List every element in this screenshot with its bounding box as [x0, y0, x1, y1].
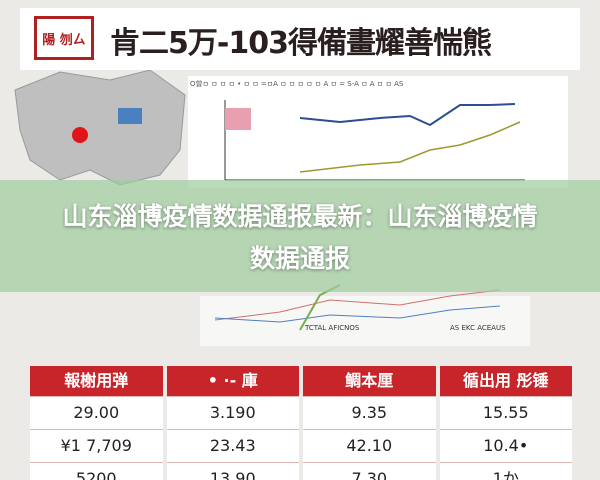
chart-panel — [200, 296, 530, 346]
map — [14, 69, 186, 186]
table-cell: 5200 — [30, 463, 163, 480]
table-cell: 1か — [439, 463, 572, 480]
chart-line — [299, 121, 521, 173]
chart-line — [299, 103, 516, 127]
header: 陽 刎ㄙ 肯二5万-103得備畫耀善惴熊 — [20, 8, 580, 70]
table-cell: 29.00 — [30, 397, 163, 430]
table-cell: 10.4• — [439, 430, 572, 463]
table-row: ¥1 7,709 23.43 42.10 10.4• — [28, 430, 574, 463]
table-cell: 15.55 — [439, 397, 572, 430]
table-cell: 23.43 — [166, 430, 299, 463]
table-header: 報榭用弹 • ·- 庫鲷本厘 循出用 彤锤 — [28, 366, 574, 397]
chart-legend-box — [225, 108, 251, 130]
chart-line — [214, 305, 501, 323]
headline: 山东淄博疫情数据通报最新：山东淄博疫情数据通报 — [62, 202, 538, 273]
map-dot — [72, 127, 88, 143]
chart-legend: O曾ㅁ ㅁ ㅁ ㅁ • ㅁ ㅁ =ㅁA ㅁ ㅁ ㅁ ㅁ ㅁ A ㅁ = S-A … — [190, 79, 404, 88]
header-cell: • ·- 庫 — [166, 366, 299, 397]
table: 報榭用弹 • ·- 庫鲷本厘 循出用 彤锤 29.00 3.190 9.35 15.55 ¥1… — [28, 366, 574, 480]
chart-label: TCTAL AFICNOS — [304, 324, 360, 332]
table-cell: 7.30 — [303, 463, 436, 480]
headline-band — [0, 180, 600, 292]
table-cell: 42.10 — [303, 430, 436, 463]
table-cell: ¥1 7,709 — [30, 430, 163, 463]
chart-line — [214, 289, 501, 321]
header-title: 肯二5万-103得備畫耀善惴熊 — [110, 26, 492, 61]
table-cell: 9.35 — [303, 397, 436, 430]
chart-panel — [188, 76, 568, 188]
table-cell: 3.190 — [166, 397, 299, 430]
header-cell: 循出用 彤锤 — [439, 366, 572, 397]
table-cell: 13.90 — [166, 463, 299, 480]
header-cell: 報榭用弹 — [30, 366, 163, 397]
table-row: 5200 13.90 7.30 1か — [28, 463, 574, 480]
map-marker — [118, 108, 142, 124]
header-cell: 鲷本厘 — [303, 366, 436, 397]
table-row: 29.00 3.190 9.35 15.55 — [28, 397, 574, 430]
logo: 陽 刎ㄙ — [34, 16, 94, 60]
chart-label: AS EKC ACEAUS — [450, 324, 506, 332]
